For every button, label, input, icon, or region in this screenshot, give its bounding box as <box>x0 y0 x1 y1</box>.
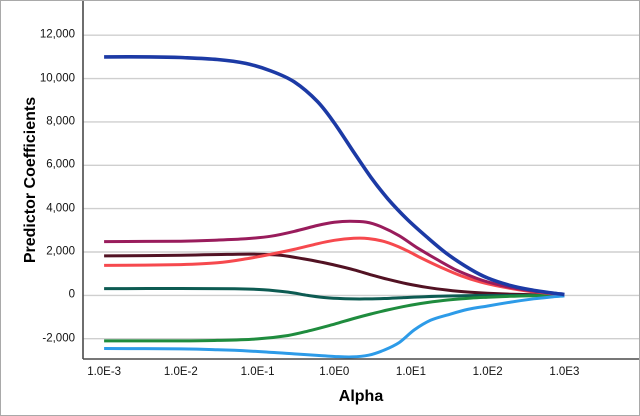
y-tick-label-12000: 12,000 <box>39 28 75 41</box>
y-tick-label-10000: 10,000 <box>39 71 75 84</box>
x-tick-label-1.0E0: 1.0E0 <box>319 366 350 378</box>
x-axis-title: Alpha <box>338 388 384 405</box>
y-tick-label--2000: -2,000 <box>42 331 75 344</box>
y-tick-label-4000: 4,000 <box>46 201 75 214</box>
series-line-predictor-4 <box>104 252 565 297</box>
x-tick-label-1.0E1: 1.0E1 <box>395 366 426 378</box>
x-tick-label-1.0E3: 1.0E3 <box>549 366 580 378</box>
series-line-predictor-7 <box>104 294 565 359</box>
x-tick-label-1.0E2: 1.0E2 <box>472 366 503 378</box>
x-tick-label-1.0E-2: 1.0E-2 <box>163 366 198 378</box>
x-tick-label-1.0E-1: 1.0E-1 <box>240 366 275 378</box>
series-line-predictor-1 <box>104 55 565 297</box>
series-line-predictor-6 <box>104 294 565 343</box>
y-tick-label-8000: 8,000 <box>46 115 75 128</box>
y-tick-label-0: 0 <box>68 288 75 301</box>
series-line-predictor-2 <box>104 219 565 297</box>
y-tick-label-6000: 6,000 <box>46 158 75 171</box>
x-tick-label-1.0E-3: 1.0E-3 <box>87 366 122 378</box>
y-tick-label-2000: 2,000 <box>46 245 75 258</box>
y-axis-title: Predictor Coefficients <box>22 96 39 264</box>
series-line-predictor-5 <box>104 286 565 301</box>
